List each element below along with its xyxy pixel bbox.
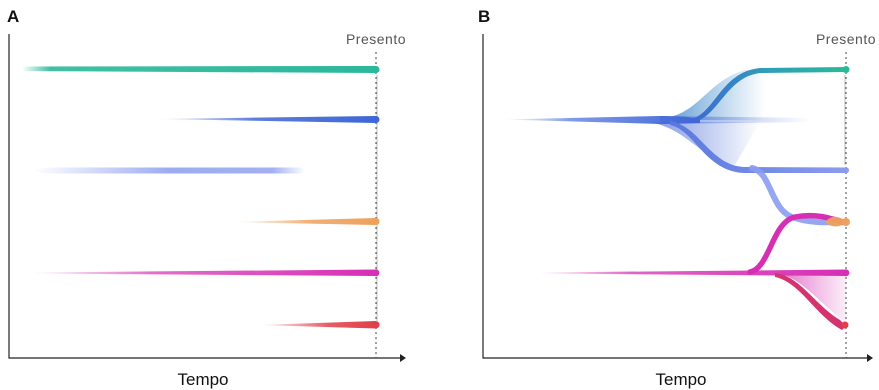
lineage-orange	[233, 218, 376, 225]
lineage-blue	[155, 116, 376, 123]
lineage-b-magenta	[540, 269, 846, 276]
lineage-magenta	[33, 269, 376, 276]
panel-a-x-arrow	[400, 354, 406, 362]
panel-b: B Tempo Presento	[478, 7, 876, 389]
lineage-periwinkle	[33, 167, 305, 174]
panel-a-axes	[8, 34, 400, 359]
panel-b-xlabel: Tempo	[655, 370, 706, 389]
lineage-blue-tip	[372, 116, 380, 123]
lineage-red-tip	[372, 321, 380, 329]
panel-b-x-arrow	[867, 354, 873, 362]
lineage-b-red	[775, 273, 846, 330]
lineage-b-periwinkle	[670, 121, 846, 173]
lineage-teal	[22, 66, 376, 73]
lineage-b-red-tip	[841, 321, 849, 329]
lineage-b-periwinkle-tip	[843, 167, 849, 174]
lineage-b-orange-knot	[825, 216, 846, 227]
lineage-b-orange-tip	[842, 218, 850, 226]
lineage-b-teal-tip	[842, 66, 850, 73]
panel-b-letter: B	[478, 7, 490, 26]
panel-b-axes	[482, 34, 867, 359]
panel-a: A Tempo Presento	[7, 7, 406, 389]
lineage-orange-tip	[372, 218, 380, 225]
lineage-teal-tip	[372, 66, 380, 73]
lineage-magenta-tip	[372, 269, 380, 277]
fan-blue-lower	[650, 122, 760, 165]
fan-magenta-lower	[780, 274, 846, 322]
panel-b-present-label: Presento	[816, 31, 876, 47]
lineage-red	[258, 321, 376, 329]
lineage-b-ancestral-blue	[503, 116, 700, 124]
panel-a-present-label: Presento	[346, 31, 406, 47]
panel-a-letter: A	[7, 7, 19, 26]
lineage-b-magenta-tip	[842, 269, 850, 277]
panel-a-xlabel: Tempo	[177, 370, 228, 389]
fan-teal-upper	[670, 70, 765, 120]
lineage-b-teal	[690, 67, 846, 123]
